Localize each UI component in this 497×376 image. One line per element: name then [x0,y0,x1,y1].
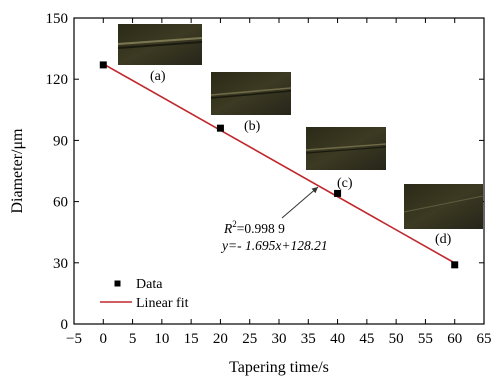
legend-label-fit: Linear fit [136,296,189,311]
x-tick-label: 0 [100,331,108,347]
r-squared-superscript: 2 [232,219,237,229]
r-squared-symbol: R [223,221,233,236]
x-tick-label: 40 [330,331,345,347]
fit-line-layer [102,63,456,264]
data-point [99,61,107,69]
inset-images [117,24,484,229]
data-point [334,189,342,197]
x-tick-label: 5 [129,331,137,347]
fit-equation: y=- 1.695x+128.21 [220,238,328,253]
fit-line [102,63,456,264]
x-tick-label: 50 [389,331,404,347]
panel-label-b: (b) [244,119,261,134]
data-points-layer [99,61,459,269]
axis-ticks [73,17,485,325]
tick-labels: −5 0 5 10 15 20 25 30 35 40 45 50 55 60 65030609012015… [46,11,492,347]
y-tick-label: 0 [61,317,69,333]
panel-label-a: (a) [150,69,166,84]
x-tick-label: 30 [272,331,287,347]
r-squared-annotation: R2=0.998 9 [223,219,285,236]
y-axis-title: Diameter/μm [9,128,26,214]
legend: Data Linear fit [100,277,189,311]
x-tick-label: 55 [418,331,433,347]
panel-label-c: (c) [337,176,353,191]
inset-image-c [305,127,387,170]
x-tick-label: 35 [301,331,316,347]
r-squared-value: =0.998 9 [237,221,285,236]
annotation-arrow [281,186,319,219]
x-tick-label: 20 [213,331,228,347]
data-point [216,124,224,132]
x-tick-label: 65 [477,331,492,347]
x-tick-label: 60 [447,331,462,347]
legend-label-data: Data [136,277,163,292]
inset-image-d [403,184,484,229]
x-tick-label: 25 [242,331,257,347]
x-tick-label: −5 [66,331,82,347]
y-tick-label: 60 [53,195,68,211]
data-point [451,261,459,269]
x-axis-title: Tapering time/s [229,359,329,376]
legend-marker-data [114,280,121,287]
x-tick-label: 45 [359,331,374,347]
x-tick-label: 10 [154,331,169,347]
inset-image-a [117,24,203,65]
panel-label-d: (d) [435,232,452,247]
x-tick-label: 15 [184,331,199,347]
y-tick-label: 90 [53,133,68,149]
inset-image-b [210,72,292,115]
y-tick-label: 120 [46,72,69,88]
y-tick-label: 150 [46,11,69,27]
y-tick-label: 30 [53,256,68,272]
